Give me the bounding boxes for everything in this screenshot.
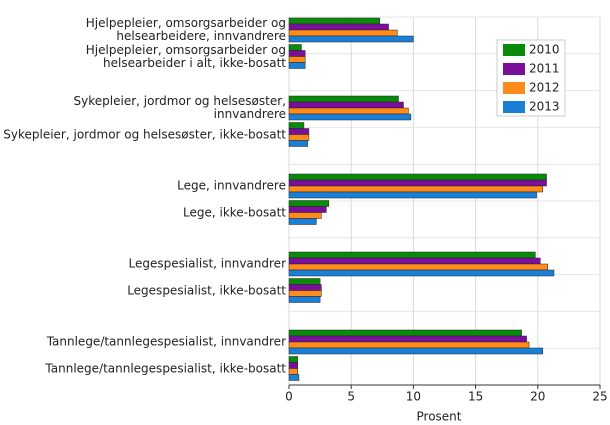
bar bbox=[288, 107, 409, 115]
x-tick-label: 10 bbox=[406, 390, 421, 404]
legend-swatch bbox=[503, 82, 525, 94]
bar bbox=[288, 44, 302, 51]
bar bbox=[288, 347, 544, 355]
legend-label: 2012 bbox=[529, 81, 560, 95]
y-tick-label: Legespesialist, ikke-bosatt bbox=[127, 283, 286, 297]
x-tick-label: 5 bbox=[347, 390, 355, 404]
bar bbox=[288, 374, 300, 381]
bar bbox=[288, 17, 381, 25]
legend-label: 2013 bbox=[529, 100, 560, 114]
bar bbox=[288, 50, 306, 57]
bar bbox=[288, 368, 298, 375]
y-tick-label: Sykepleier, jordmor og helsesøster, ikke… bbox=[3, 127, 286, 141]
bar bbox=[288, 29, 398, 37]
bar bbox=[288, 218, 317, 225]
bar bbox=[288, 356, 298, 363]
bar bbox=[288, 128, 310, 135]
bar bbox=[288, 185, 544, 193]
bar bbox=[288, 263, 549, 271]
bar bbox=[288, 362, 298, 369]
y-tick-label: Legespesialist, innvandrer bbox=[128, 256, 286, 271]
bar bbox=[288, 191, 537, 199]
x-tick-label: 20 bbox=[530, 390, 545, 404]
y-tick-label: Tannlege/tannlegespesialist, ikke-bosatt bbox=[45, 361, 286, 375]
bar bbox=[288, 296, 321, 303]
y-tick-label: Lege, ikke-bosatt bbox=[183, 205, 286, 219]
y-tick-label: Lege, innvandrere bbox=[177, 178, 286, 193]
bar bbox=[288, 341, 530, 349]
bar bbox=[288, 173, 547, 181]
y-tick-label: Hjelpepleier, omsorgsarbeider og helsear… bbox=[85, 42, 286, 70]
legend-label: 2011 bbox=[529, 62, 560, 76]
bar bbox=[288, 62, 306, 69]
bar bbox=[288, 329, 522, 337]
y-tick-label: Sykepleier, jordmor og helsesøster, innv… bbox=[73, 94, 286, 121]
bar bbox=[288, 212, 322, 219]
bar bbox=[288, 206, 327, 213]
x-axis-label: Prosent bbox=[417, 410, 462, 424]
legend-swatch bbox=[503, 101, 525, 113]
bar bbox=[288, 278, 321, 285]
bar bbox=[288, 257, 541, 265]
x-tick-label: 25 bbox=[592, 390, 607, 404]
bar bbox=[288, 56, 306, 63]
bar bbox=[288, 122, 305, 129]
x-tick-label: 0 bbox=[285, 390, 293, 404]
bar bbox=[288, 35, 414, 43]
legend-swatch bbox=[503, 63, 525, 75]
bar bbox=[288, 23, 389, 31]
bar bbox=[288, 95, 399, 103]
y-tick-label: Hjelpepleier, omsorgsarbeider og helsear… bbox=[85, 16, 286, 43]
bar bbox=[288, 140, 308, 147]
bar bbox=[288, 101, 404, 109]
legend-label: 2010 bbox=[529, 43, 560, 57]
bar bbox=[288, 200, 330, 207]
bar bbox=[288, 269, 555, 277]
y-tick-label: Tannlege/tannlegespesialist, innvandrer bbox=[46, 334, 286, 349]
bar bbox=[288, 284, 322, 291]
bar bbox=[288, 335, 527, 343]
bar bbox=[288, 251, 536, 259]
bar bbox=[288, 290, 322, 297]
x-tick-label: 15 bbox=[468, 390, 483, 404]
legend-swatch bbox=[503, 44, 525, 56]
bar bbox=[288, 179, 547, 187]
bar bbox=[288, 113, 412, 121]
bar bbox=[288, 134, 310, 141]
